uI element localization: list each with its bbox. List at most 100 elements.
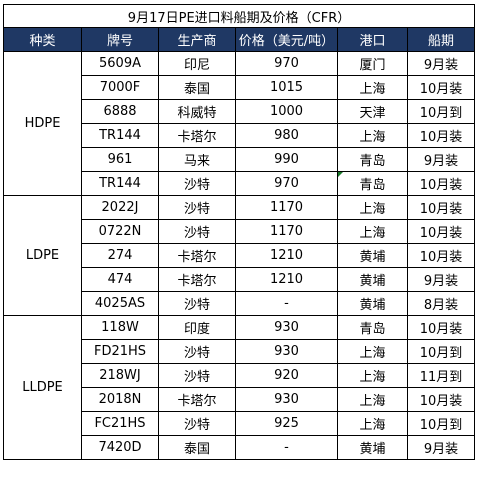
shipment-cell: 9月装 xyxy=(406,267,476,292)
shipment-cell: 10月装 xyxy=(406,387,476,412)
producer-cell: 沙特 xyxy=(158,171,236,196)
table-row: TR144 卡塔尔 980 上海 10月装 xyxy=(4,123,476,148)
grade-cell: FC21HS xyxy=(81,411,159,436)
grade-cell: 6888 xyxy=(81,99,159,124)
shipment-cell: 10月到 xyxy=(406,411,476,436)
grade-cell: 474 xyxy=(81,267,159,292)
table-row: 7000F 泰国 1015 上海 10月装 xyxy=(4,75,476,100)
table-row: 7420D 泰国 - 黄埔 9月装 xyxy=(4,435,476,460)
shipment-cell: 10月装 xyxy=(406,195,476,220)
port-cell: 黄埔 xyxy=(337,291,408,316)
producer-cell: 印尼 xyxy=(158,51,236,76)
shipment-cell: 10月到 xyxy=(406,339,476,364)
header-port: 港口 xyxy=(337,27,408,52)
port-cell: 上海 xyxy=(337,363,408,388)
price-cell: 925 xyxy=(235,411,338,436)
grade-cell: 961 xyxy=(81,147,159,172)
price-cell: 930 xyxy=(235,387,338,412)
grade-cell: 5609A xyxy=(81,51,159,76)
shipment-cell: 9月装 xyxy=(406,51,476,76)
port-cell: 黄埔 xyxy=(337,243,408,268)
price-cell: 920 xyxy=(235,363,338,388)
price-cell: 980 xyxy=(235,123,338,148)
shipment-cell: 9月装 xyxy=(406,435,476,460)
table-row: FD21HS 沙特 930 上海 10月到 xyxy=(4,339,476,364)
grade-cell: TR144 xyxy=(81,171,159,196)
price-cell: 1170 xyxy=(235,219,338,244)
header-row: 种类 牌号 生产商 价格（美元/吨） 港口 船期 xyxy=(3,27,476,52)
producer-cell: 泰国 xyxy=(158,75,236,100)
shipment-cell: 10月装 xyxy=(406,123,476,148)
table-row: LDPE 2022J 沙特 1170 上海 10月装 xyxy=(3,195,476,316)
shipment-cell: 10月装 xyxy=(406,171,476,196)
table-row: 961 马来 990 青岛 9月装 xyxy=(4,147,476,172)
price-cell: - xyxy=(235,291,338,316)
grade-cell: 274 xyxy=(81,243,159,268)
port-cell: 天津 xyxy=(337,99,408,124)
producer-cell: 印度 xyxy=(158,315,236,340)
shipment-cell: 10月装 xyxy=(406,75,476,100)
port-cell: 上海 xyxy=(337,387,408,412)
table-row: 274 卡塔尔 1210 黄埔 10月装 xyxy=(4,243,476,268)
shipment-cell: 10月装 xyxy=(406,219,476,244)
grade-cell: TR144 xyxy=(81,123,159,148)
producer-cell: 沙特 xyxy=(158,363,236,388)
price-cell: 1000 xyxy=(235,99,338,124)
producer-cell: 卡塔尔 xyxy=(158,243,236,268)
port-cell: 上海 xyxy=(337,411,408,436)
producer-cell: 卡塔尔 xyxy=(158,267,236,292)
port-label: 青岛 xyxy=(359,178,386,193)
green-triangle-icon xyxy=(338,172,343,177)
shipment-cell: 8月装 xyxy=(406,291,476,316)
category-cell: LLDPE xyxy=(3,315,82,460)
header-category: 种类 xyxy=(3,27,82,52)
header-price: 价格（美元/吨） xyxy=(235,27,338,52)
port-cell: 上海 xyxy=(337,75,408,100)
grade-cell: 118W xyxy=(81,315,159,340)
port-cell: 上海 xyxy=(337,123,408,148)
port-cell: 上海 xyxy=(337,195,408,220)
table-row: 218WJ 沙特 920 上海 11月到 xyxy=(4,363,476,388)
producer-cell: 沙特 xyxy=(158,411,236,436)
price-cell: 930 xyxy=(235,315,338,340)
header-producer: 生产商 xyxy=(158,27,236,52)
header-grade: 牌号 xyxy=(81,27,159,52)
price-cell: 970 xyxy=(235,171,338,196)
category-cell: LDPE xyxy=(3,195,82,316)
producer-cell: 泰国 xyxy=(158,435,236,460)
producer-cell: 卡塔尔 xyxy=(158,387,236,412)
grade-cell: 2022J xyxy=(81,195,159,220)
shipment-cell: 11月到 xyxy=(406,363,476,388)
port-cell: 青岛 xyxy=(337,147,408,172)
table-row: HDPE 5609A 印尼 970 厦门 9月装 xyxy=(3,51,476,196)
table-row: 6888 科威特 1000 天津 10月到 xyxy=(4,99,476,124)
grade-cell: 7420D xyxy=(81,435,159,460)
port-cell: 上海 xyxy=(337,219,408,244)
price-cell: 930 xyxy=(235,339,338,364)
price-cell: 1170 xyxy=(235,195,338,220)
port-cell: 黄埔 xyxy=(337,435,408,460)
table-row: LLDPE 118W 印度 930 青岛 10月装 xyxy=(3,315,476,460)
table-row: TR144 沙特 970 青岛 10月装 xyxy=(4,171,476,196)
title-row: 9月17日PE进口料船期及价格（CFR） xyxy=(2,4,476,28)
shipment-price-table: 9月17日PE进口料船期及价格（CFR） 种类 牌号 生产商 价格（美元/吨） … xyxy=(2,4,476,460)
producer-cell: 沙特 xyxy=(158,219,236,244)
price-cell: 1210 xyxy=(235,267,338,292)
producer-cell: 沙特 xyxy=(158,339,236,364)
table-title: 9月17日PE进口料船期及价格（CFR） xyxy=(2,4,476,28)
shipment-cell: 10月到 xyxy=(406,99,476,124)
grade-cell: 7000F xyxy=(81,75,159,100)
producer-cell: 沙特 xyxy=(158,195,236,220)
category-cell: HDPE xyxy=(3,51,82,196)
price-cell: 990 xyxy=(235,147,338,172)
grade-cell: 2018N xyxy=(81,387,159,412)
shipment-cell: 10月装 xyxy=(406,243,476,268)
grade-cell: 4025AS xyxy=(81,291,159,316)
table-row: FC21HS 沙特 925 上海 10月到 xyxy=(4,411,476,436)
price-cell: 970 xyxy=(235,51,338,76)
producer-cell: 科威特 xyxy=(158,99,236,124)
grade-cell: 0722N xyxy=(81,219,159,244)
table-row: 2018N 卡塔尔 930 上海 10月装 xyxy=(4,387,476,412)
header-shipment: 船期 xyxy=(406,27,476,52)
